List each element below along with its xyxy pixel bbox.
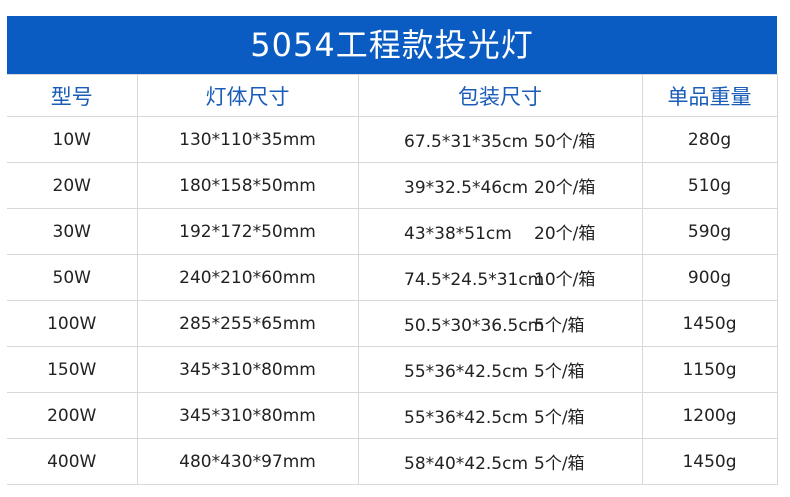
- cell-pack-size: 74.5*24.5*31cm: [404, 270, 545, 290]
- cell-pack-qty: 10个/箱: [534, 270, 596, 290]
- cell-pack-size: 43*38*51cm: [404, 224, 512, 244]
- spec-table: 型号 灯体尺寸 包装尺寸 单品重量 10W 130*110*35mm 67.5*31…: [7, 74, 778, 485]
- cell-pack-qty: 5个/箱: [534, 362, 585, 382]
- cell-pack-qty: 50个/箱: [534, 132, 596, 152]
- cell-pack-size: 50.5*30*36.5cm: [404, 316, 545, 336]
- cell-pack-size: 67.5*31*35cm: [404, 132, 529, 152]
- table-row: 50W 240*210*60mm 74.5*24.5*31cm10个/箱 900g: [7, 254, 778, 301]
- cell-pack: 50.5*30*36.5cm5个/箱: [357, 300, 643, 347]
- cell-pack-size: 39*32.5*46cm: [404, 178, 529, 198]
- cell-model: 30W: [7, 208, 138, 255]
- cell-body-size: 480*430*97mm: [136, 438, 359, 485]
- table-row: 200W 345*310*80mm 55*36*42.5cm 5个/箱 1200g: [7, 392, 778, 439]
- cell-weight: 1200g: [641, 392, 778, 439]
- cell-pack-qty: 20个/箱: [534, 178, 596, 198]
- header-row: 型号 灯体尺寸 包装尺寸 单品重量: [7, 74, 778, 117]
- cell-pack: 43*38*51cm 20个/箱: [357, 208, 643, 255]
- table-row: 400W 480*430*97mm 58*40*42.5cm 5个/箱 1450g: [7, 438, 778, 485]
- cell-pack-qty: 5个/箱: [534, 454, 585, 474]
- cell-weight: 590g: [641, 208, 778, 255]
- spec-sheet: 5054工程款投光灯 型号 灯体尺寸 包装尺寸 单品重量 10W 130*110*…: [7, 16, 778, 485]
- cell-weight: 1150g: [641, 346, 778, 393]
- table-row: 20W 180*158*50mm 39*32.5*46cm 20个/箱 510g: [7, 162, 778, 209]
- cell-weight: 900g: [641, 254, 778, 301]
- header-body-size: 灯体尺寸: [136, 74, 359, 117]
- cell-model: 50W: [7, 254, 138, 301]
- cell-weight: 1450g: [641, 438, 778, 485]
- cell-pack-size: 55*36*42.5cm: [404, 362, 529, 382]
- cell-pack: 55*36*42.5cm 5个/箱: [357, 346, 643, 393]
- cell-body-size: 240*210*60mm: [136, 254, 359, 301]
- cell-pack-size: 55*36*42.5cm: [404, 408, 529, 428]
- cell-model: 150W: [7, 346, 138, 393]
- cell-body-size: 180*158*50mm: [136, 162, 359, 209]
- header-weight: 单品重量: [641, 74, 778, 117]
- header-model: 型号: [7, 74, 138, 117]
- cell-pack-qty: 5个/箱: [534, 408, 585, 428]
- cell-pack-qty: 20个/箱: [534, 224, 596, 244]
- cell-body-size: 130*110*35mm: [136, 116, 359, 163]
- table-row: 10W 130*110*35mm 67.5*31*35cm 50个/箱 280g: [7, 116, 778, 163]
- cell-model: 100W: [7, 300, 138, 347]
- cell-pack: 67.5*31*35cm 50个/箱: [357, 116, 643, 163]
- table-title: 5054工程款投光灯: [7, 16, 777, 74]
- table-row: 150W 345*310*80mm 55*36*42.5cm 5个/箱 1150g: [7, 346, 778, 393]
- cell-pack: 39*32.5*46cm 20个/箱: [357, 162, 643, 209]
- cell-weight: 1450g: [641, 300, 778, 347]
- table-row: 100W 285*255*65mm 50.5*30*36.5cm5个/箱 1450g: [7, 300, 778, 347]
- cell-pack-qty: 5个/箱: [534, 316, 585, 336]
- cell-pack: 55*36*42.5cm 5个/箱: [357, 392, 643, 439]
- cell-weight: 280g: [641, 116, 778, 163]
- cell-model: 200W: [7, 392, 138, 439]
- cell-pack: 58*40*42.5cm 5个/箱: [357, 438, 643, 485]
- cell-body-size: 345*310*80mm: [136, 392, 359, 439]
- cell-pack: 74.5*24.5*31cm10个/箱: [357, 254, 643, 301]
- cell-weight: 510g: [641, 162, 778, 209]
- cell-body-size: 285*255*65mm: [136, 300, 359, 347]
- table-row: 30W 192*172*50mm 43*38*51cm 20个/箱 590g: [7, 208, 778, 255]
- cell-model: 20W: [7, 162, 138, 209]
- cell-pack-size: 58*40*42.5cm: [404, 454, 529, 474]
- header-pack-size: 包装尺寸: [357, 74, 643, 117]
- cell-body-size: 345*310*80mm: [136, 346, 359, 393]
- cell-body-size: 192*172*50mm: [136, 208, 359, 255]
- cell-model: 10W: [7, 116, 138, 163]
- cell-model: 400W: [7, 438, 138, 485]
